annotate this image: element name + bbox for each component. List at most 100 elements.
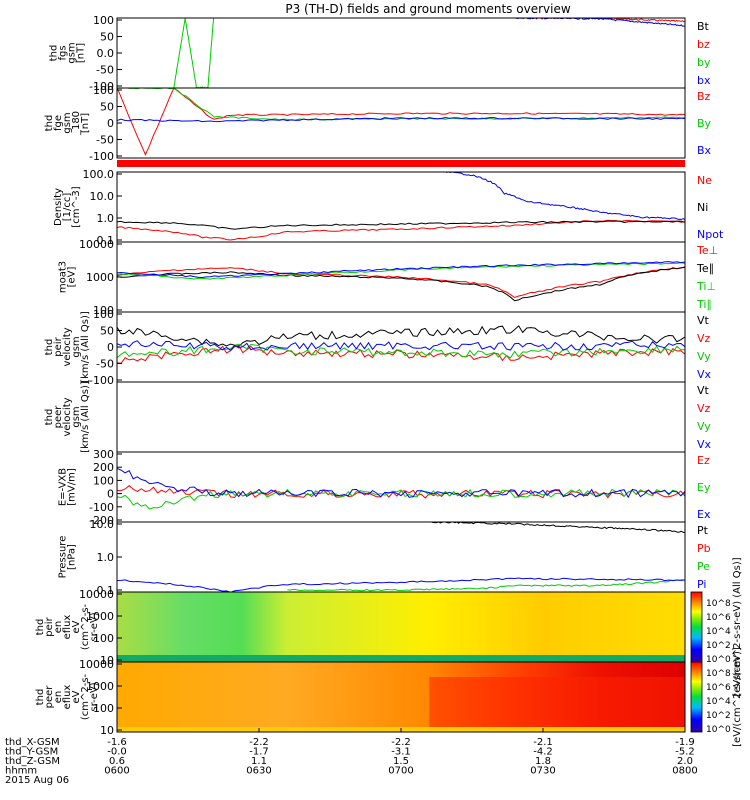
legend-entry: Te⊥ — [696, 244, 718, 257]
footer-row-label: thd_Z-GSM — [5, 756, 60, 767]
series-group — [117, 88, 685, 156]
y-axis-label: Density — [53, 188, 64, 226]
legend-entry: Npot — [697, 228, 724, 241]
y-tick-label: 1.0 — [97, 212, 115, 225]
heatmap-low-energy-band — [117, 655, 685, 662]
y-axis-label: eV — [71, 690, 82, 703]
colorbar-tick-label: 10^2 — [706, 711, 731, 721]
footer-value: -1.9 — [675, 737, 695, 748]
y-tick-label: 1000 — [86, 680, 114, 693]
colorbar — [690, 661, 703, 733]
y-tick-label: -100 — [89, 80, 114, 93]
panel-frame — [116, 521, 686, 593]
y-tick-label: -50 — [96, 134, 114, 147]
y-tick-label: 10 — [100, 724, 114, 737]
colorbar-label: [eV/(cm^2-s-sr-eV) (All Qs)] — [732, 557, 743, 696]
series-line-By — [117, 88, 685, 121]
y-axis-label: peir — [44, 616, 55, 636]
y-tick-label: 0 — [107, 117, 114, 130]
colorbar-tick-label: 10^8 — [706, 669, 731, 679]
y-tick-label: -100 — [89, 501, 114, 514]
y-axis-label: [km/s (All Qs)] — [80, 311, 91, 383]
footer-value: -5.2 — [675, 747, 695, 758]
series-line-Pt — [429, 522, 685, 533]
y-axis-label: [nT] — [76, 43, 87, 63]
legend-entry: Pt — [697, 524, 709, 537]
y-axis-label: [nPa] — [67, 544, 78, 570]
y-tick-label: 10.0 — [90, 190, 115, 203]
y-tick-label: 100 — [93, 702, 114, 715]
y-axis-label: [cm^-3] — [71, 186, 82, 227]
series-line-Pe — [287, 579, 685, 592]
y-axis-label: moat3 — [58, 261, 69, 293]
legend-entry: by — [697, 56, 711, 69]
y-axis-label: gsm — [71, 336, 82, 357]
y-tick-label: 10000 — [79, 238, 114, 251]
y-tick-label: 100 — [93, 84, 114, 97]
y-tick-label: 10000 — [79, 658, 114, 671]
legend-entry: Vx — [697, 438, 712, 451]
y-axis-label: en — [53, 691, 64, 704]
panel-frame — [116, 17, 686, 89]
series-group — [117, 468, 685, 510]
series-line-Vt — [117, 325, 685, 348]
footer-value: 1.8 — [535, 756, 551, 767]
y-tick-label: -50 — [96, 358, 114, 371]
y-tick-label: 0.1 — [97, 234, 115, 247]
y-tick-label: 100 — [93, 304, 114, 317]
y-axis-label: sr-eV) — [89, 682, 100, 711]
series-line-Ni — [117, 220, 685, 230]
footer-value: -1.7 — [249, 747, 269, 758]
colorbar-tick-label: 10^4 — [706, 697, 731, 707]
y-axis-label: gsm — [67, 42, 78, 63]
colorbar-tick-label: 10^0 — [706, 725, 731, 735]
y-axis-label: thd — [35, 619, 46, 636]
footer-layer: thd_X-GSM -1.6 -2.2 -2.2 -2.1 -1.9 thd_Y-GSM -0… — [5, 728, 698, 786]
series-group — [117, 172, 685, 241]
panel-frame — [116, 87, 686, 159]
legend-entry: Vx — [697, 368, 712, 381]
footer-value: 1.5 — [393, 756, 409, 767]
footer-value: -2.2 — [391, 737, 411, 748]
y-tick-label: 10 — [100, 654, 114, 667]
y-axis-label: [km/s (All Qs)] — [80, 381, 91, 453]
legend-entry: Vy — [697, 420, 711, 433]
footer-row-label: thd_X-GSM — [5, 737, 60, 748]
legend-entry: Bt — [697, 20, 710, 33]
legend-entry: Ne — [697, 174, 712, 187]
footer-value: -4.2 — [533, 747, 553, 758]
y-axis-label: thd — [44, 409, 55, 426]
series-group — [117, 325, 685, 364]
y-axis-label: peer — [53, 405, 64, 429]
series-line-Vy — [117, 343, 685, 359]
y-axis-label: sr-eV) — [89, 612, 100, 641]
series-line-Ex — [117, 468, 685, 499]
y-tick-label: -100 — [89, 150, 114, 163]
y-axis-label: [mV/m] — [67, 468, 78, 506]
series-line-Te⊥ — [117, 266, 685, 299]
y-axis-label: thd — [44, 115, 55, 132]
colorbar-tick-label: 10^6 — [706, 613, 731, 623]
footer-value: 2.0 — [677, 756, 693, 767]
legend-entry: Vt — [697, 314, 710, 327]
legend-entry: bx — [697, 74, 711, 87]
y-tick-label: 100 — [93, 474, 114, 487]
y-tick-label: -50 — [96, 64, 114, 77]
footer-value: 0800 — [672, 766, 697, 777]
legend-entry: Ex — [697, 508, 711, 521]
series-line-Bx — [117, 116, 685, 123]
legend-entry: Pe — [697, 560, 710, 573]
y-tick-label: 1.0 — [97, 551, 115, 564]
footer-value: -3.1 — [391, 747, 411, 758]
y-tick-label: -200 — [89, 514, 114, 527]
footer-row-label: thd_Y-GSM — [5, 747, 58, 758]
y-tick-label: 200 — [93, 461, 114, 474]
y-tick-label: 1000 — [86, 271, 114, 284]
chart-title: P3 (TH-D) fields and ground moments over… — [285, 2, 570, 16]
y-axis-label: gsm — [62, 112, 73, 133]
footer-value: 0.6 — [109, 756, 125, 767]
legend-entry: Vy — [697, 350, 711, 363]
y-axis-label: fgs — [58, 45, 69, 60]
series-line-Ey — [117, 488, 685, 510]
